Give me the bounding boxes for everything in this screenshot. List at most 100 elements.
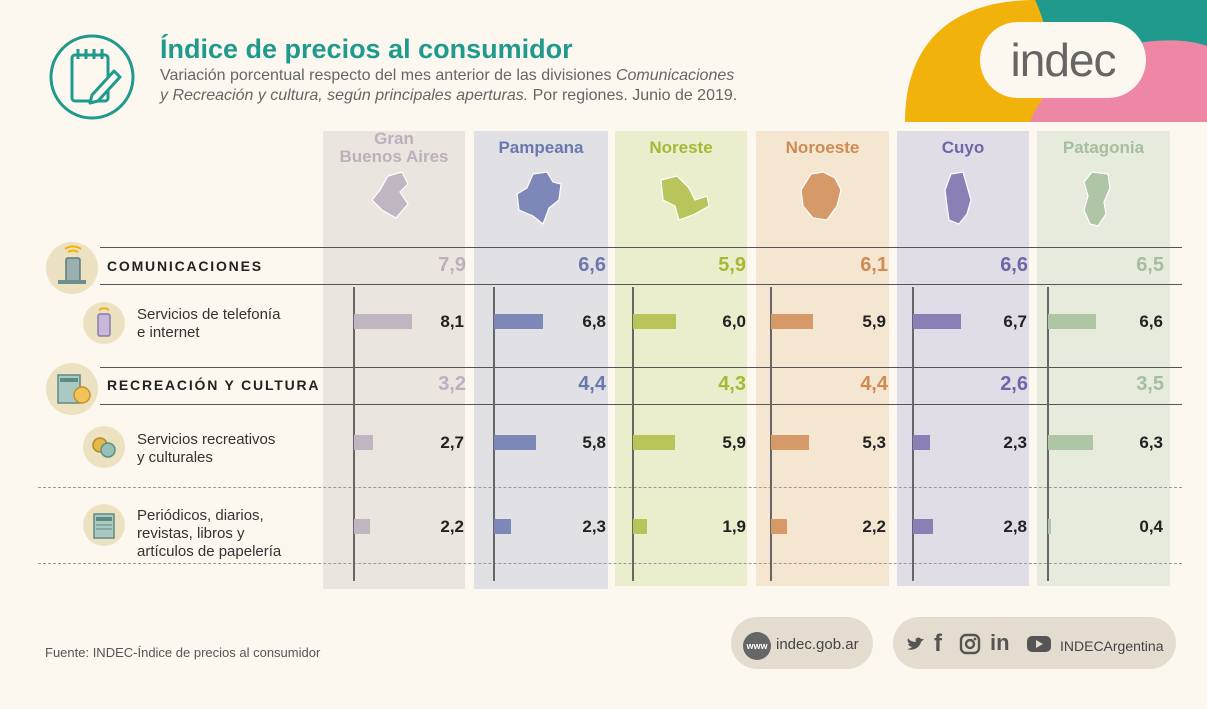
subtitle-text: Variación porcentual respecto del mes an… xyxy=(160,67,616,84)
region-map-icon xyxy=(1082,171,1111,227)
region-map-icon xyxy=(516,171,562,225)
social-handle: INDECArgentina xyxy=(1060,638,1164,654)
bar xyxy=(354,519,370,534)
facebook-icon[interactable]: f xyxy=(934,630,942,657)
region-map-icon xyxy=(944,171,972,225)
notepad-icon xyxy=(48,33,136,121)
bar xyxy=(1048,435,1094,450)
bar xyxy=(771,314,814,329)
group-value-label: 2,6 xyxy=(1000,373,1028,395)
bar-value-label: 0,4 xyxy=(1139,517,1163,536)
bar-axis xyxy=(353,287,355,581)
region-name: Pampeana xyxy=(498,138,584,157)
group-value-label: 4,4 xyxy=(578,373,606,395)
row-divider xyxy=(100,367,1182,368)
row-divider-dashed xyxy=(38,487,1182,488)
source-note: Fuente: INDEC-Índice de precios al consu… xyxy=(45,645,321,660)
region-name: Patagonia xyxy=(1062,138,1145,157)
row-divider xyxy=(100,284,1182,285)
bar-axis xyxy=(912,287,914,581)
bar-value-label: 5,9 xyxy=(722,433,746,452)
bar-value-label: 6,8 xyxy=(582,312,606,331)
subtitle-text-2: Por regiones. Junio de 2019. xyxy=(528,87,738,104)
bar xyxy=(1048,519,1051,534)
bar-value-label: 2,3 xyxy=(1003,433,1027,452)
region-name: Noreste xyxy=(649,138,713,157)
bar-axis xyxy=(770,287,772,581)
bar-value-label: 2,2 xyxy=(862,517,886,536)
item-label-line: Servicios de telefonía xyxy=(137,306,281,323)
bar xyxy=(771,435,810,450)
bar-value-label: 5,9 xyxy=(862,312,886,331)
row-divider xyxy=(100,404,1182,405)
group-value-label: 4,3 xyxy=(718,373,746,395)
region-name: Noroeste xyxy=(785,138,860,157)
bar-value-label: 2,8 xyxy=(1003,517,1027,536)
group-label-recreacion: RECREACIÓN Y CULTURA xyxy=(107,377,321,393)
bar-axis xyxy=(632,287,634,581)
website-link[interactable]: indec.gob.ar xyxy=(776,636,859,653)
bar xyxy=(354,435,374,450)
group-value-label: 6,5 xyxy=(1136,254,1164,276)
bar xyxy=(633,314,677,329)
youtube-icon[interactable] xyxy=(1026,634,1052,659)
item-label-line: Servicios recreativos xyxy=(137,431,276,448)
group-value-label: 4,4 xyxy=(860,373,888,395)
smartphone-icon xyxy=(83,302,125,344)
group-value-label: 6,6 xyxy=(1000,254,1028,276)
row-divider xyxy=(100,247,1182,248)
item-label-periodicos: Periódicos, diarios, revistas, libros y … xyxy=(137,507,281,561)
brand-logo: indec xyxy=(980,22,1146,98)
group-label-comunicaciones: COMUNICACIONES xyxy=(107,258,263,274)
bar-value-label: 5,3 xyxy=(862,433,886,452)
bar xyxy=(494,314,543,329)
instagram-icon[interactable] xyxy=(958,632,982,661)
bar-value-label: 2,2 xyxy=(440,517,464,536)
bar xyxy=(494,519,511,534)
bar xyxy=(494,435,536,450)
bar-value-label: 1,9 xyxy=(722,517,746,536)
bar-value-label: 6,0 xyxy=(722,312,746,331)
bar-value-label: 6,7 xyxy=(1003,312,1027,331)
item-label-line: artículos de papelería xyxy=(137,543,282,560)
bar xyxy=(1048,314,1096,329)
region-map-icon xyxy=(799,171,842,221)
page-title: Índice de precios al consumidor xyxy=(160,34,573,64)
region-map-icon xyxy=(371,171,409,219)
bar-value-label: 5,8 xyxy=(582,433,606,452)
group-value-label: 3,2 xyxy=(438,373,466,395)
bar xyxy=(771,519,787,534)
group-value-label: 7,9 xyxy=(438,254,466,276)
subtitle-emphasis-2: y Recreación y cultura, según principale… xyxy=(160,87,529,104)
bar-value-label: 6,6 xyxy=(1139,312,1163,331)
group-value-label: 3,5 xyxy=(1136,373,1164,395)
item-label-line: Periódicos, diarios, xyxy=(137,507,264,524)
theater-masks-icon xyxy=(83,426,125,468)
bar-axis xyxy=(1047,287,1049,581)
group-value-label: 6,1 xyxy=(860,254,888,276)
group-value-label: 6,6 xyxy=(578,254,606,276)
item-label-telefonia: Servicios de telefonía e internet xyxy=(137,306,280,342)
bar-value-label: 2,3 xyxy=(582,517,606,536)
bar xyxy=(633,435,676,450)
bar xyxy=(354,314,413,329)
item-label-recreativos: Servicios recreativos y culturales xyxy=(137,431,275,467)
region-name: Cuyo xyxy=(941,138,985,157)
bar-axis xyxy=(493,287,495,581)
row-divider-dashed xyxy=(38,563,1182,564)
group-value-label: 5,9 xyxy=(718,254,746,276)
bar-value-label: 2,7 xyxy=(440,433,464,452)
page-subtitle: Variación porcentual respecto del mes an… xyxy=(160,66,840,106)
twitter-icon[interactable] xyxy=(904,632,928,661)
linkedin-icon[interactable]: in xyxy=(990,630,1010,655)
newspaper-masks-icon xyxy=(46,363,98,415)
www-icon: www xyxy=(743,632,771,660)
region-map-icon xyxy=(660,175,710,221)
bar-value-label: 8,1 xyxy=(440,312,464,331)
bar xyxy=(913,314,962,329)
region-name: Gran Buenos Aires xyxy=(339,129,449,166)
bar-value-label: 6,3 xyxy=(1139,433,1163,452)
item-label-line: e internet xyxy=(137,324,200,341)
subtitle-emphasis: Comunicaciones xyxy=(615,67,735,84)
bar xyxy=(633,519,647,534)
